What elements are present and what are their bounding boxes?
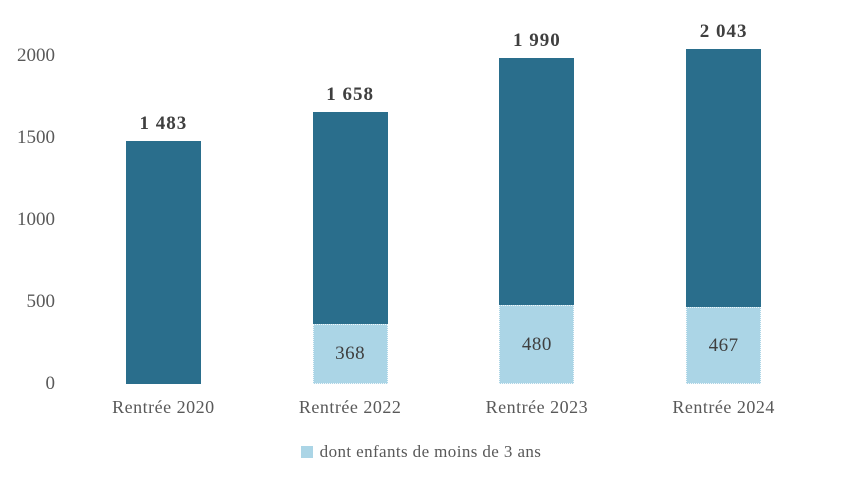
x-axis-category-label: Rentrée 2022 — [298, 397, 402, 417]
x-axis-category-label: Rentrée 2020 — [112, 397, 215, 417]
bar-segment-value-label: 480 — [521, 333, 552, 355]
bar-total — [125, 140, 201, 384]
y-axis-tick-label: 0 — [45, 373, 56, 394]
bar-total-value-label: 1 658 — [326, 84, 374, 106]
bar-total: 480 — [499, 57, 575, 384]
bar-total: 368 — [312, 112, 388, 384]
bar-total-value-label: 1 990 — [513, 29, 561, 51]
bar-segment-value-label: 368 — [335, 342, 366, 364]
legend: dont enfants de moins de 3 ans — [0, 441, 842, 463]
bar-segment-value-label: 467 — [708, 334, 739, 356]
bar-segment-under-3: 467 — [686, 307, 762, 384]
y-axis-tick-label: 2000 — [17, 45, 55, 66]
y-axis-tick-label: 1000 — [17, 209, 55, 230]
x-axis-category-label: Rentrée 2024 — [672, 397, 775, 417]
x-axis: Rentrée 2020 Rentrée 2022 Rentrée 2023 Rent… — [70, 396, 817, 420]
y-axis-tick-label: 500 — [26, 291, 56, 312]
plot-area: 1 483 368 1 658 480 1 990 467 2 043 — [70, 21, 817, 384]
legend-label: dont enfants de moins de 3 ans — [319, 442, 542, 461]
bar-segment-under-3: 368 — [312, 323, 388, 384]
y-axis-tick-label: 1500 — [17, 127, 55, 148]
bar-total-value-label: 1 483 — [139, 112, 188, 134]
bar-segment-under-3: 480 — [499, 305, 575, 384]
x-axis-category-label: Rentrée 2023 — [485, 397, 589, 417]
bar-total: 467 — [686, 48, 762, 384]
legend-swatch — [300, 446, 313, 458]
y-axis: 0 500 1000 1500 2000 — [0, 0, 55, 480]
bar-total-value-label: 2 043 — [699, 20, 748, 42]
